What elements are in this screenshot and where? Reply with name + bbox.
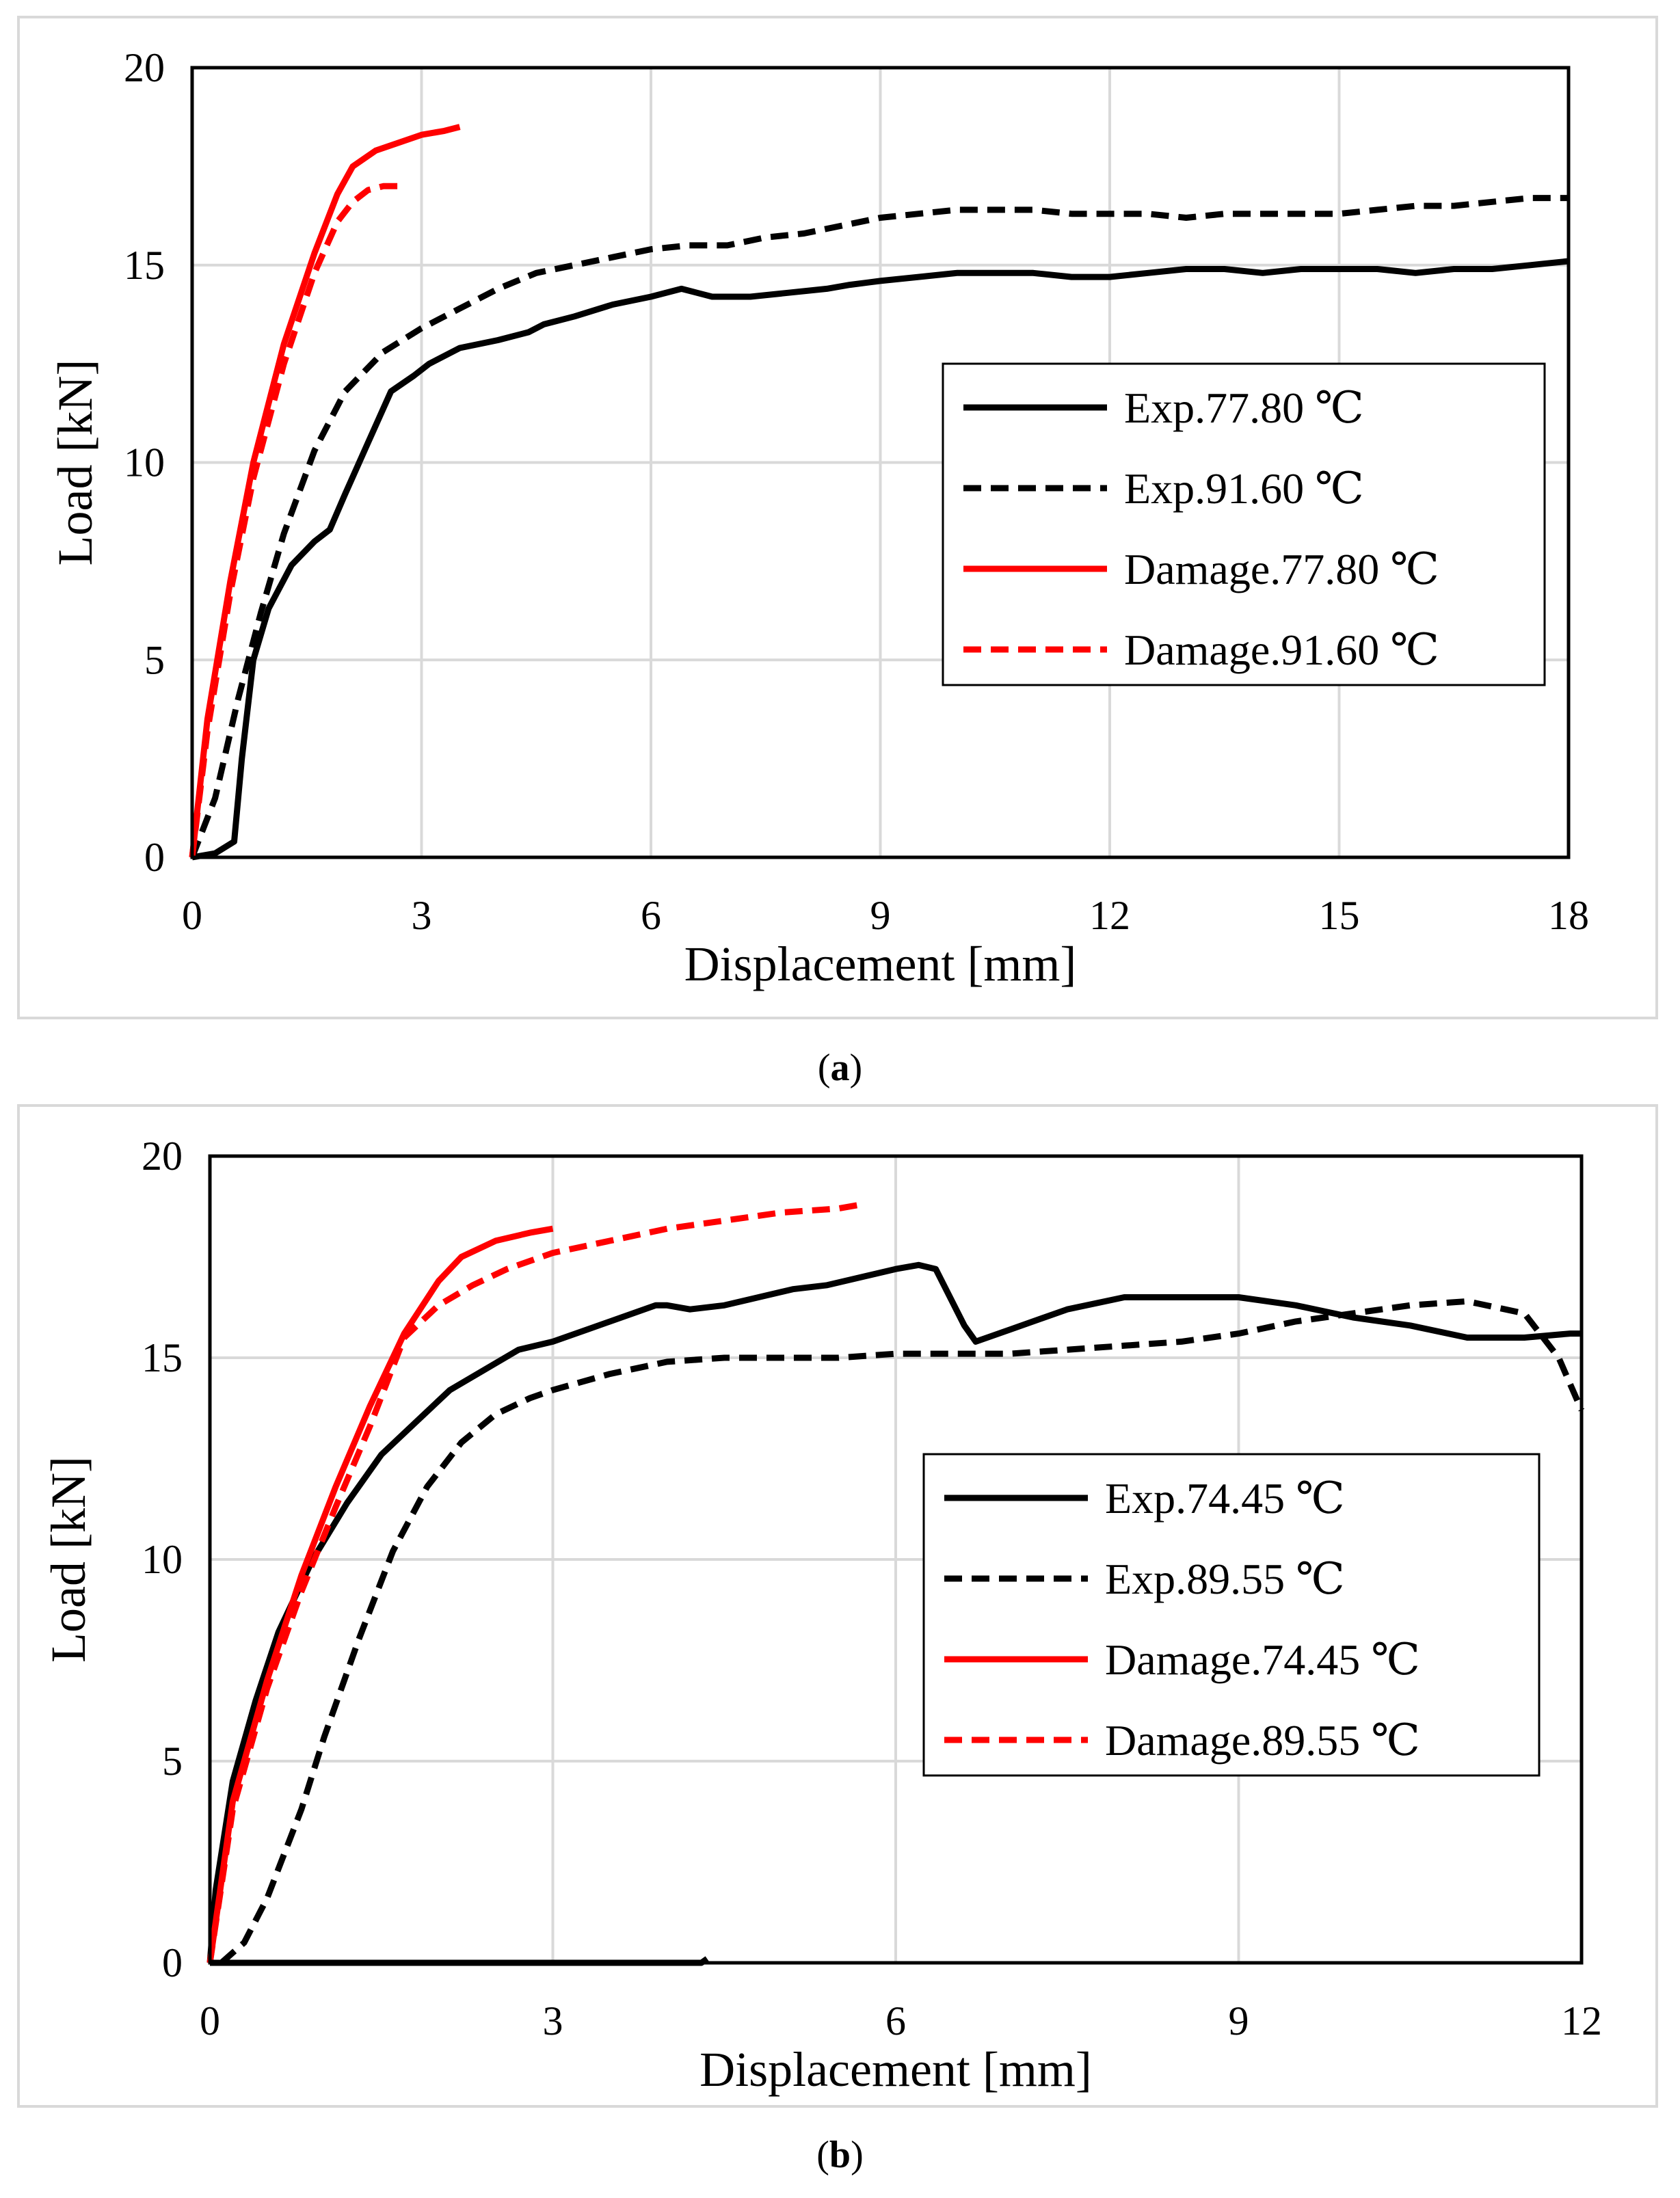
chart0-series-3-line [189,183,407,858]
caption-b: (b) [816,2134,864,2176]
chart0-series-1-line [189,195,1569,859]
chart1-y-tick-label: 15 [142,1335,183,1380]
chart0-x-tick-label: 3 [412,893,432,938]
chart0-y-tick-label: 15 [124,243,165,288]
chart1-x-tick-label: 3 [543,1998,563,2043]
chart0-legend-box [942,362,1546,686]
chart0-x-tick-label: 18 [1548,893,1589,938]
chart-panel-b: 0 3 6 9 12 0 5 10 15 20 Displacement [mm] Load [kN]… [17,1104,1658,2108]
chart0-legend-label-2: Damage.77.80 ℃ [1124,545,1439,593]
chart1-x-axis-title: Displacement [mm] [699,2042,1092,2097]
chart1-x-tick-label: 6 [885,1998,906,2043]
chart-panel-a: 0 3 6 9 12 15 18 0 5 10 15 20 Displacement [mm] Load … [17,16,1658,1019]
chart0-y-axis-title: Load [kN] [48,360,103,566]
chart-a-svg: 0 3 6 9 12 15 18 0 5 10 15 20 Displacement [mm] Load … [48,45,1589,991]
chart1-y-axis-title: Load [kN] [41,1456,96,1663]
chart0-y-tick-label: 5 [144,637,165,682]
chart0-y-tick-label: 20 [124,45,165,90]
chart1-legend-label-0: Exp.74.45 ℃ [1105,1474,1345,1523]
chart0-legend-label-1: Exp.91.60 ℃ [1124,464,1364,513]
chart0-x-tick-label: 15 [1319,893,1360,938]
chart0-x-tick-label: 0 [182,893,202,938]
chart1-series-0-line [206,1261,1582,1964]
chart1-series-2-line [206,1225,554,1964]
chart1-y-tick-label: 5 [162,1739,183,1784]
caption-a: (a) [817,1047,863,1089]
chart1-y-tick-label: 10 [142,1537,183,1582]
chart0-legend-label-0: Exp.77.80 ℃ [1124,384,1364,432]
chart0-x-tick-label: 6 [641,893,661,938]
chart1-y-tick-label: 0 [162,1940,183,1985]
chart0-x-tick-label: 12 [1089,893,1130,938]
chart0-y-tick-label: 10 [124,440,165,485]
chart0-y-tick-label: 0 [144,835,165,880]
chart0-series-0-line [191,258,1569,861]
chart0-plot-frame [190,66,1571,859]
chart0-series-2-line [189,124,461,858]
chart-b-svg: 0 3 6 9 12 0 5 10 15 20 Displacement [mm] Load [kN]… [41,1134,1602,2097]
chart1-x-tick-label: 9 [1229,1998,1249,2043]
chart1-legend-label-2: Damage.74.45 ℃ [1105,1635,1420,1684]
chart1-y-tick-label: 20 [142,1134,183,1179]
chart1-legend-box [922,1453,1541,1777]
chart1-legend-label-3: Damage.89.55 ℃ [1105,1716,1420,1765]
chart1-x-tick-label: 0 [200,1998,220,2043]
chart1-legend-label-1: Exp.89.55 ℃ [1105,1555,1345,1603]
chart1-plot-frame [208,1154,1584,1965]
chart1-x-tick-label: 12 [1561,1998,1602,2043]
chart0-x-tick-label: 9 [870,893,891,938]
chart0-legend-label-3: Damage.91.60 ℃ [1124,626,1439,674]
chart1-series-3-line [206,1201,862,1964]
chart1-series-1-line [219,1298,1585,1966]
chart0-x-axis-title: Displacement [mm] [684,937,1077,991]
